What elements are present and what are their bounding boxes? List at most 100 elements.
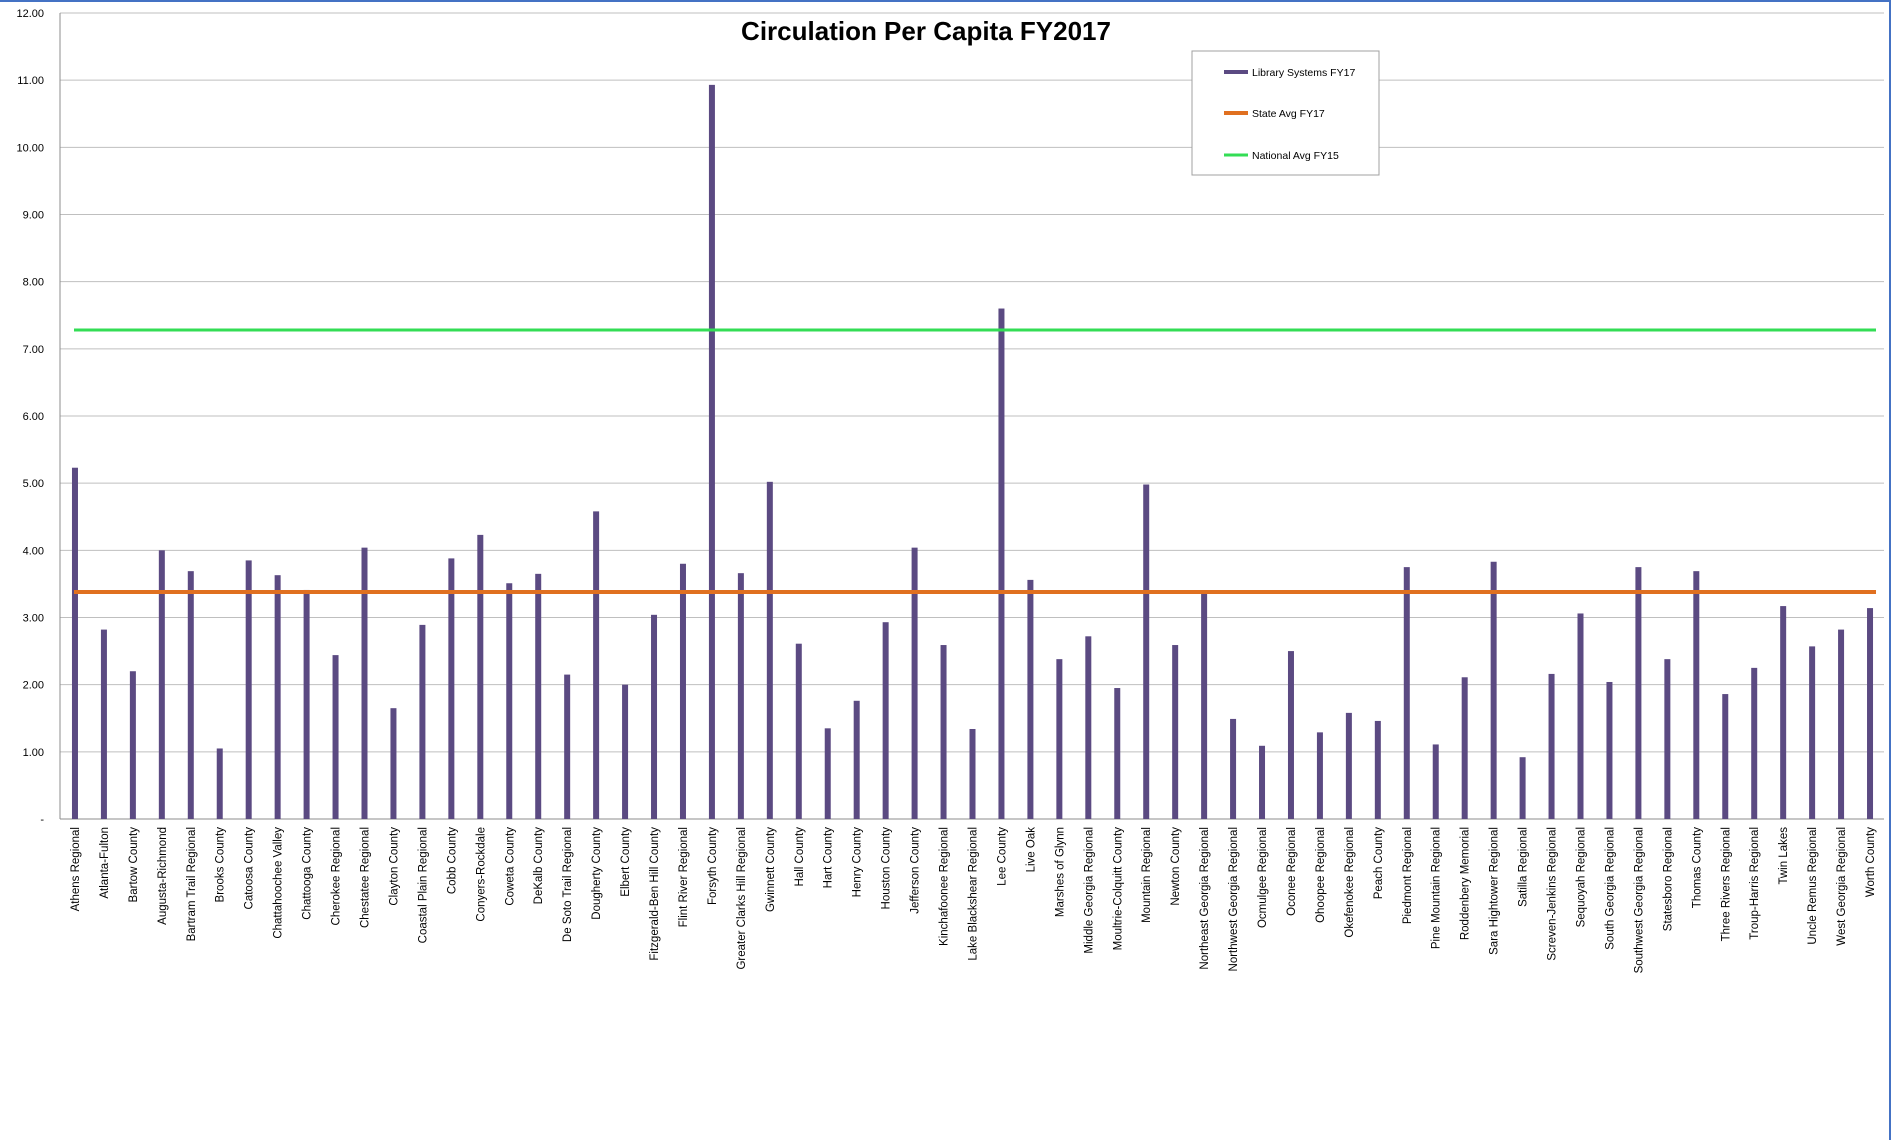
bar [506, 583, 513, 819]
x-tick-label: Sequoyah Regional [1576, 827, 1588, 927]
y-tick-label: 4.00 [23, 545, 44, 557]
average-lines [74, 328, 1876, 594]
bar [1519, 757, 1526, 819]
x-tick-label: Bartow County [128, 827, 140, 903]
x-tick-label: Gwinnett County [765, 827, 777, 912]
bar [1693, 571, 1700, 819]
bar [853, 700, 860, 819]
x-tick-label: Three Rivers Regional [1720, 827, 1732, 941]
x-tick-label: Satilla Regional [1518, 827, 1530, 907]
bar [1780, 606, 1787, 819]
x-tick-label: Screven-Jenkins Regional [1547, 827, 1559, 961]
x-tick-label: Thomas County [1691, 827, 1703, 908]
x-tick-label: DeKalb County [533, 827, 545, 905]
x-tick-label: Okefenokee Regional [1344, 827, 1356, 938]
bar [1085, 636, 1092, 819]
bar [100, 629, 107, 819]
bar [1143, 484, 1150, 819]
bar [303, 589, 310, 819]
bar [71, 467, 78, 819]
x-tick-label: Jefferson County [910, 827, 922, 914]
bar [1027, 579, 1034, 819]
x-tick-label: Augusta-Richmond [157, 827, 169, 925]
bar [361, 547, 368, 819]
bar [882, 622, 889, 819]
y-tick-label: 1.00 [23, 747, 44, 759]
legend-box [1191, 50, 1380, 176]
legend: Library Systems FY17 State Avg FY17 Nati… [1191, 50, 1380, 176]
bar [998, 308, 1005, 819]
x-tick-label: Chestatee Regional [360, 827, 372, 928]
bar [1403, 567, 1410, 819]
x-tick-label: West Georgia Regional [1836, 827, 1848, 946]
bar [390, 708, 397, 819]
x-tick-label: Worth County [1865, 827, 1877, 897]
y-tick-label: 12.00 [16, 8, 44, 20]
bar [737, 573, 744, 819]
x-tick-label: Houston County [881, 827, 893, 910]
bar [1635, 567, 1642, 819]
bar [795, 643, 802, 819]
x-tick-label: Sara Hightower Regional [1489, 827, 1501, 955]
y-tick-label: 9.00 [23, 210, 44, 222]
bar [1867, 608, 1874, 819]
bar [477, 534, 484, 819]
bar [332, 655, 339, 819]
x-tick-label: Elbert County [620, 827, 632, 897]
x-tick-label: Troup-Harris Regional [1749, 827, 1761, 940]
x-tick-label: Henry County [852, 827, 864, 898]
bar [1722, 694, 1729, 819]
x-tick-label: De Soto Trail Regional [562, 827, 574, 942]
x-tick-label: Chattooga County [302, 827, 314, 920]
bar [216, 748, 223, 819]
bar [1230, 718, 1237, 819]
bar [187, 571, 194, 819]
bar [448, 558, 455, 819]
y-tick-label: 3.00 [23, 613, 44, 625]
bar [969, 728, 976, 819]
bar [1548, 673, 1555, 819]
bar [940, 645, 947, 819]
bar [274, 575, 281, 819]
x-tick-label: Catoosa County [244, 827, 256, 910]
x-tick-label: Newton County [1170, 827, 1182, 906]
x-tick-label: Uncle Remus Regional [1807, 827, 1819, 945]
x-tick-label: Lee County [996, 827, 1008, 886]
bar [1577, 613, 1584, 819]
x-tick-label: Middle Georgia Regional [1083, 827, 1095, 954]
x-tick-label: Chattahoochee Valley [273, 827, 285, 939]
bar [1432, 744, 1439, 819]
bar [1838, 629, 1845, 819]
x-tick-label: Statesboro Regional [1662, 827, 1674, 931]
bar [419, 624, 426, 819]
x-tick-label: Marshes of Glynn [1054, 827, 1066, 917]
y-tick-labels: - 1.00 2.00 3.00 4.00 5.00 6.00 7.00 8.00 9.00 10.… [16, 8, 44, 826]
legend-label-state-avg: State Avg FY17 [1252, 108, 1325, 120]
bar [622, 684, 629, 819]
y-tick-label: 2.00 [23, 680, 44, 692]
x-tick-label: Ocmulgee Regional [1257, 827, 1269, 928]
x-tick-label: Coastal Plain Regional [417, 827, 429, 943]
x-tick-label: Live Oak [1025, 827, 1037, 873]
bar [708, 84, 715, 819]
bar [1374, 720, 1381, 819]
x-tick-label: Twin Lakes [1778, 827, 1790, 885]
gridlines [60, 12, 1884, 753]
x-tick-label: Dougherty County [591, 827, 603, 920]
bar [911, 547, 918, 819]
y-tick-label: 7.00 [23, 344, 44, 356]
x-tick-label: Fitzgerald-Ben Hill County [649, 827, 661, 961]
legend-label-national-avg: National Avg FY15 [1252, 150, 1339, 162]
bar [158, 550, 165, 819]
x-tick-label: Greater Clarks Hill Regional [736, 827, 748, 970]
x-tick-label: Roddenbery Memorial [1460, 827, 1472, 940]
bar [1172, 645, 1179, 819]
bar [766, 481, 773, 819]
x-tick-label: Atlanta-Fulton [99, 827, 111, 899]
x-tick-label: Hall County [794, 827, 806, 887]
y-tick-label: 8.00 [23, 277, 44, 289]
y-tick-label: 11.00 [17, 75, 44, 87]
x-tick-label: Brooks County [215, 827, 227, 903]
bar-series [71, 84, 1874, 819]
